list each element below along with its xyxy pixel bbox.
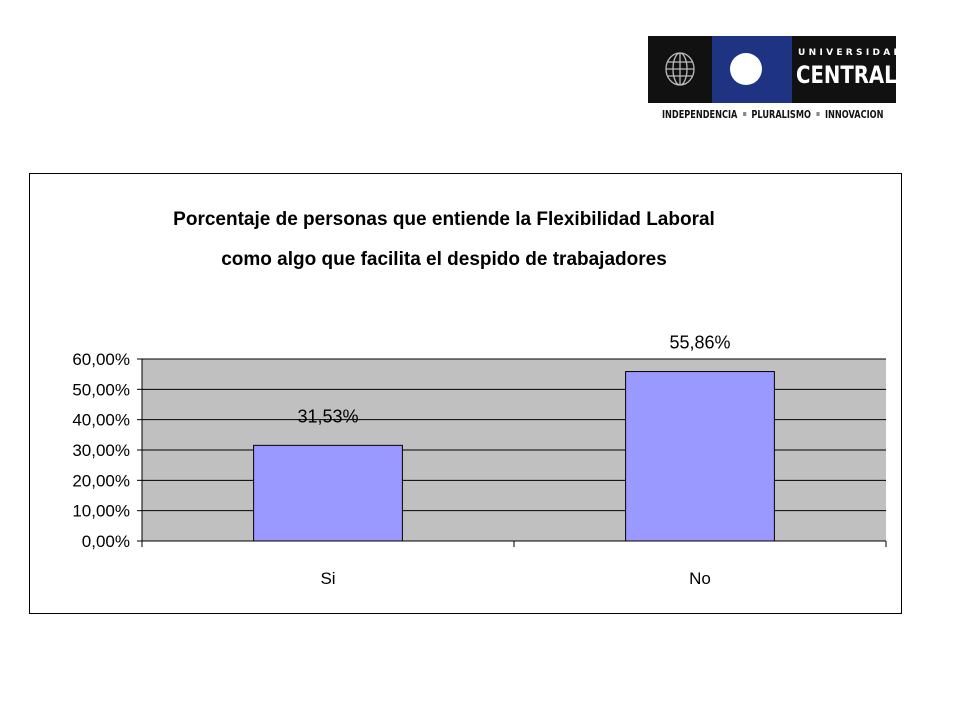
- logo-line-2: CENTRAL: [796, 61, 897, 89]
- logo-text-block: UNIVERSIDAD CENTRAL: [792, 36, 901, 103]
- chart-title: Porcentaje de personas que entiende la F…: [0, 200, 888, 280]
- y-tick-label: 50,00%: [72, 380, 130, 399]
- bar: [253, 444, 403, 542]
- bar: [625, 371, 775, 542]
- tagline-item: INDEPENDENCIA: [662, 109, 738, 121]
- y-tick-label: 10,00%: [72, 502, 130, 521]
- logo-circle: [730, 53, 762, 85]
- y-tick-label: 0,00%: [82, 532, 130, 551]
- y-tick-label: 20,00%: [72, 471, 130, 490]
- globe-icon: [665, 52, 695, 86]
- chart-title-line-1: Porcentaje de personas que entiende la F…: [173, 209, 715, 230]
- data-label: 31,53%: [297, 406, 358, 426]
- chart-title-line-2: como algo que facilita el despido de tra…: [221, 249, 667, 270]
- tagline-item: INNOVACION: [824, 109, 884, 121]
- x-tick-label: Si: [320, 569, 335, 588]
- y-tick-label: 40,00%: [72, 411, 130, 430]
- data-label: 55,86%: [669, 333, 730, 353]
- logo-line-1: UNIVERSIDAD: [798, 48, 905, 58]
- logo-tagline: INDEPENDENCIA PLURALISMO INNOVACION: [662, 109, 883, 121]
- x-tick-label: No: [689, 569, 711, 588]
- tagline-item: PLURALISMO: [751, 109, 811, 121]
- university-logo: UNIVERSIDAD CENTRAL INDEPENDENCIA PLURALI…: [648, 36, 901, 124]
- y-tick-label: 60,00%: [72, 350, 130, 369]
- y-tick-label: 30,00%: [72, 441, 130, 460]
